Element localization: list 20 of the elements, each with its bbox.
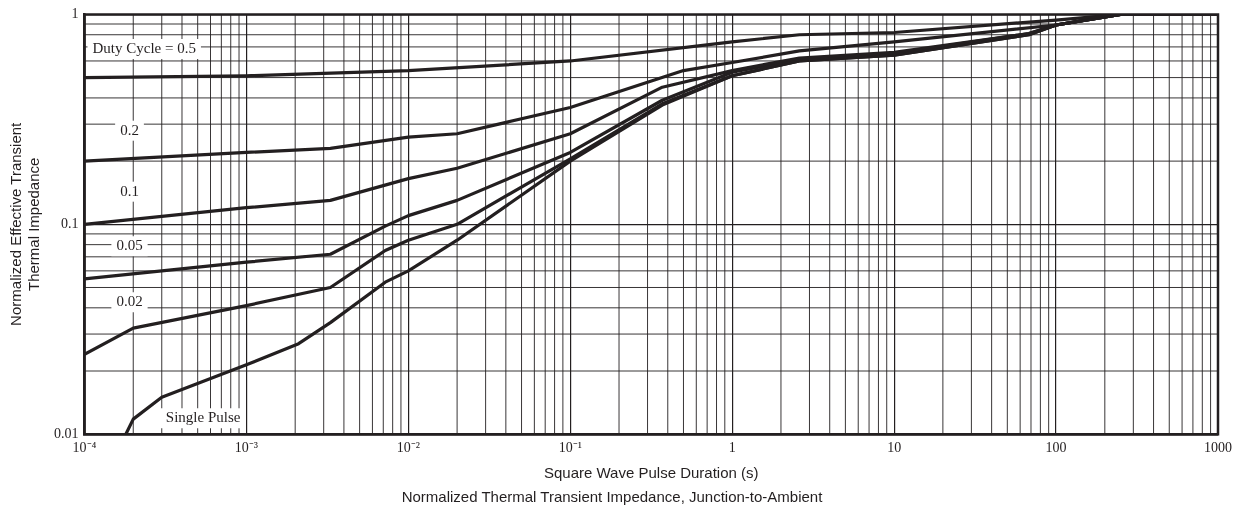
y-axis-title: Normalized Effective Transient Thermal Impedance [7,121,43,326]
y-tick-label: 0.1 [61,215,79,231]
x-tick-label: 1 [728,440,736,456]
x-axis-title: Square Wave Pulse Duration (s) [543,464,759,482]
text: Normalized Thermal Transient Impedance, Junction-to-Ambient [401,488,824,506]
x-tick-label: 10⁻⁴ [72,440,97,456]
series-label: 0.2 [120,121,139,138]
x-tick-label: 100 [1045,440,1067,456]
x-tick-label: 1000 [1204,440,1232,456]
y-tick-label: 0.01 [54,425,79,441]
series-label: Duty Cycle = 0.5 [92,39,196,56]
x-tick-label: 10 [887,440,902,456]
x-tick-label: 10⁻³ [234,440,259,456]
series-label: 0.05 [116,237,143,254]
y-tick-label: 1 [71,6,79,22]
series-label: Single Pulse [165,409,241,426]
series-label: 0.02 [116,293,143,310]
x-tick-label: 10⁻² [396,440,420,456]
x-tick-label: 10⁻¹ [558,440,582,456]
series-label: 0.1 [120,182,139,199]
